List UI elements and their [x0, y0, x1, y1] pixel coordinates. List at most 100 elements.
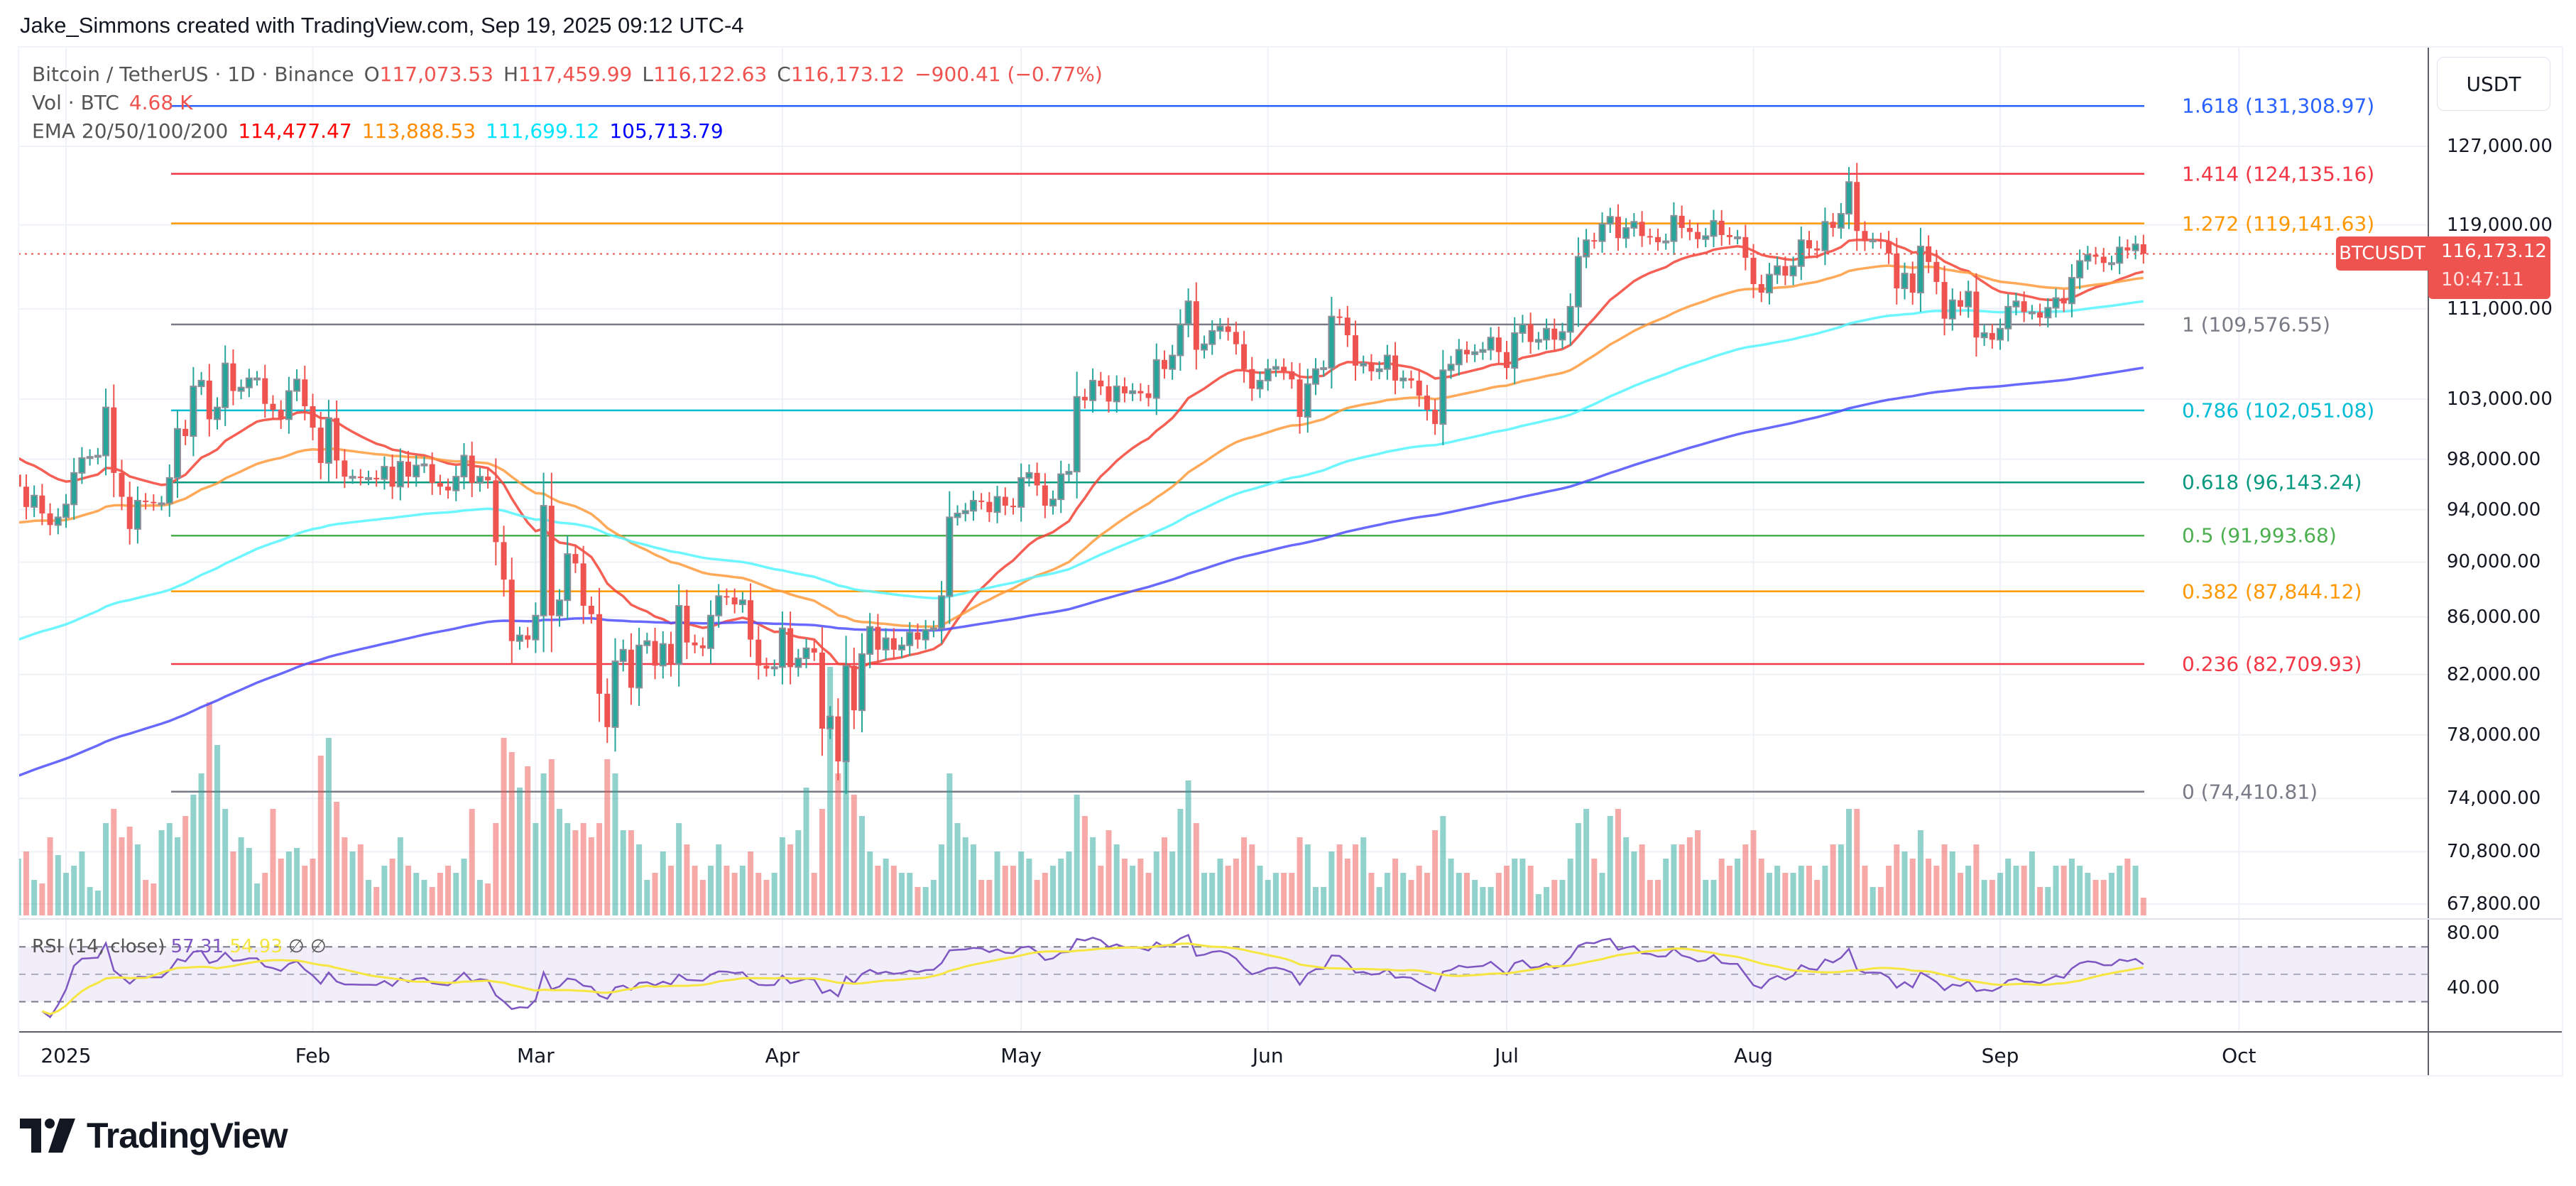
symbol-legend[interactable]: Bitcoin / TetherUS · 1D · Binance O117,07… — [32, 62, 1113, 86]
volume-bar — [1177, 809, 1184, 915]
volume-bar — [198, 773, 204, 915]
candle-body — [126, 496, 133, 529]
candle-body — [476, 476, 484, 484]
tradingview-logo[interactable]: TradingView — [20, 1115, 288, 1156]
volume-bar — [2117, 866, 2123, 915]
time-axis-label[interactable]: Oct — [2222, 1044, 2256, 1067]
time-axis-label[interactable]: 2025 — [40, 1044, 92, 1067]
volume-legend[interactable]: Vol · BTC 4.68 K — [32, 91, 202, 114]
volume-bar — [1877, 887, 1884, 915]
symbol-price-tag: BTCUSDT — [2336, 236, 2428, 271]
candle-body — [1311, 368, 1319, 385]
time-axis-label[interactable]: Jun — [1252, 1044, 1284, 1067]
candle-body — [1161, 359, 1167, 369]
candle-body — [1989, 332, 1995, 340]
fib-level-label: 1 (109,576.55) — [2182, 312, 2330, 337]
candle-body — [715, 595, 723, 616]
candle-body — [580, 563, 586, 606]
volume-bar — [795, 830, 802, 915]
time-axis-label[interactable]: Apr — [765, 1044, 800, 1067]
volume-bar — [238, 837, 244, 915]
volume-bar — [174, 837, 180, 915]
candle — [715, 584, 723, 628]
ema200-value: 105,713.79 — [609, 119, 724, 143]
candle — [1002, 487, 1008, 516]
volume-bar — [699, 880, 706, 915]
candle-body — [1289, 371, 1295, 380]
candle — [1679, 205, 1685, 239]
volume-bar — [1312, 887, 1319, 915]
candle-body — [1281, 366, 1287, 371]
candle-body — [381, 466, 388, 480]
volume-bar — [557, 809, 563, 915]
volume-bar — [1663, 859, 1669, 915]
candle — [1137, 383, 1144, 401]
candle — [334, 401, 340, 479]
volume-bar — [357, 844, 364, 915]
candle — [324, 400, 332, 482]
candle-body — [1399, 377, 1407, 381]
candle-body — [1383, 354, 1391, 370]
candle — [954, 505, 961, 526]
volume-bar — [476, 880, 483, 915]
candle-body — [2028, 311, 2036, 315]
volume-bar — [1758, 859, 1764, 915]
volume-bar — [47, 837, 53, 915]
time-axis-label[interactable]: Feb — [295, 1044, 331, 1067]
candle-body — [866, 626, 874, 655]
fib-level-label: 0.618 (96,143.24) — [2182, 470, 2362, 494]
volume-bar — [1495, 873, 1502, 915]
candle-body — [915, 632, 921, 640]
candle-body — [699, 645, 706, 648]
volume-bar — [389, 859, 395, 915]
candle-body — [604, 693, 611, 727]
candle — [310, 393, 316, 441]
ema-legend[interactable]: EMA 20/50/100/200 114,477.47 113,888.53 111… — [32, 119, 733, 143]
candle — [1336, 309, 1343, 325]
symbol-title[interactable]: Bitcoin / TetherUS · 1D · Binance — [32, 62, 354, 86]
candle — [469, 441, 475, 498]
currency-selector[interactable]: USDT — [2437, 57, 2550, 111]
time-axis-label[interactable]: Mar — [516, 1044, 555, 1067]
candle — [1025, 464, 1033, 486]
candle — [1886, 231, 1892, 264]
candle-body — [969, 499, 977, 512]
volume-bar — [87, 887, 93, 915]
low-value: 116,122.63 — [653, 62, 768, 86]
volume-bar — [1002, 866, 1008, 915]
time-axis-label[interactable]: Sep — [1981, 1044, 2019, 1067]
candle — [445, 478, 452, 499]
candle-body — [770, 666, 778, 670]
candle-body — [31, 494, 38, 508]
volume-bar — [206, 702, 212, 915]
time-axis-label[interactable]: Jul — [1495, 1044, 1519, 1067]
candle-body — [317, 428, 324, 463]
candle — [278, 400, 284, 429]
rsi-legend[interactable]: RSI (14, close) 57.31 54.93 ∅ ∅ — [32, 936, 327, 957]
candle-body — [349, 476, 356, 479]
volume-bar — [1130, 866, 1136, 915]
candle — [946, 491, 954, 624]
ema-lines — [18, 238, 2144, 777]
volume-bar — [166, 823, 173, 915]
candle — [763, 658, 770, 677]
candle — [476, 467, 484, 492]
candle — [1734, 229, 1742, 245]
candle-body — [1336, 316, 1343, 318]
time-axis-label[interactable]: Aug — [1734, 1044, 1773, 1067]
volume-bar — [875, 866, 881, 915]
candle — [778, 611, 786, 685]
time-axis-label[interactable]: May — [1000, 1044, 1042, 1067]
candle-body — [946, 516, 954, 597]
candle-body — [2021, 301, 2027, 312]
candle-body — [1574, 256, 1582, 308]
volume-bar — [1463, 873, 1470, 915]
volume-bar — [302, 866, 308, 915]
candle — [748, 583, 754, 658]
fib-level-label: 0 (74,410.81) — [2182, 780, 2318, 804]
volume-bar — [39, 883, 45, 915]
volume-bar — [1742, 844, 1749, 915]
candle-body — [993, 496, 1001, 513]
fibonacci-retracement[interactable] — [171, 105, 2144, 793]
